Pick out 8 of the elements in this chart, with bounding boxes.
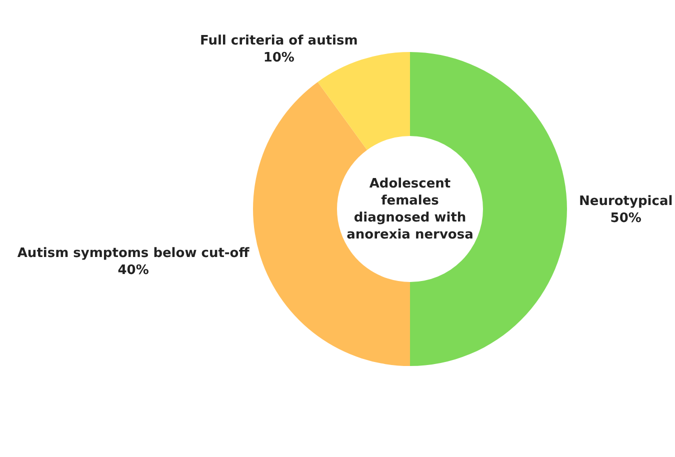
data-label: 10% xyxy=(263,50,294,66)
text: Adolescent females diagnosed with anorexia nervosa xyxy=(346,176,474,242)
data-label: 40% xyxy=(118,263,149,278)
slice-label: Neurotypical xyxy=(579,194,673,209)
donut-slice xyxy=(318,52,410,150)
slice-label: Full criteria of autism xyxy=(200,33,358,48)
data-label: 50% xyxy=(610,211,642,226)
slice-label: Autism symptoms below cut-off xyxy=(17,246,250,262)
